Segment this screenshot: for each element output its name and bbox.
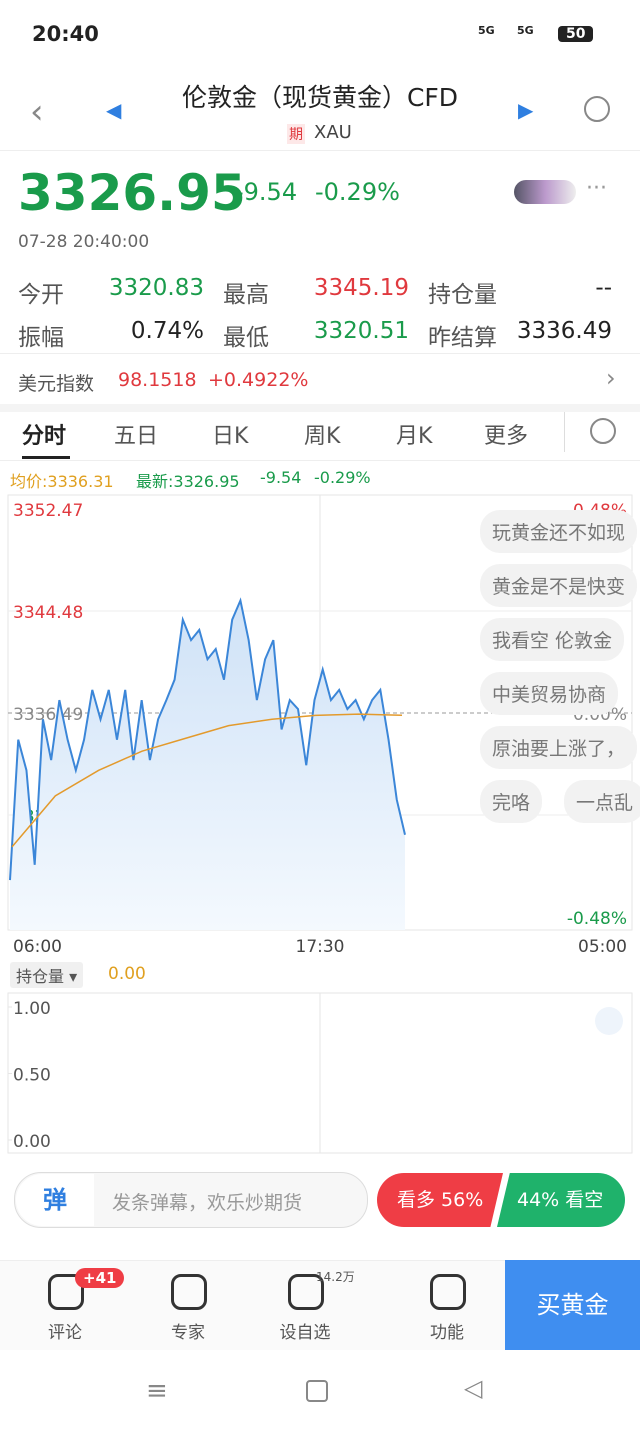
stat-label: 振幅 — [18, 325, 64, 351]
settings[interactable] — [590, 418, 616, 444]
back-key[interactable]: ◁ — [464, 1374, 483, 1402]
quote-time: 07-28 20:40:00 — [18, 232, 150, 252]
stat-value: 3336.49 — [516, 318, 612, 344]
legend-pct: -0.29% — [314, 468, 371, 487]
nav-label[interactable]: 评论 — [48, 1323, 82, 1343]
pct-label: -0.48% — [567, 909, 627, 929]
y-tick-label: 3344.48 — [13, 603, 83, 623]
stat-label: 最低 — [223, 325, 269, 351]
index-label: 美元指数 — [18, 373, 95, 395]
stat-value: 0.74% — [130, 318, 204, 344]
stat-label: 今开 — [18, 282, 64, 308]
nav-label[interactable]: 专家 — [171, 1323, 205, 1343]
stat-label: 持仓量 — [428, 282, 497, 308]
avg-line — [11, 713, 403, 848]
oi-chart: 1.00 0.50 0.00 — [7, 992, 633, 1154]
nav-badge: +41 — [75, 1268, 125, 1288]
price: 3326.95 — [18, 164, 246, 222]
prev[interactable]: ◀ — [106, 98, 122, 122]
stat-value: 3320.83 — [108, 275, 204, 301]
tab[interactable]: 五日 — [114, 424, 159, 449]
nav-icon[interactable] — [48, 1274, 84, 1310]
danmaku-bubble: 黄金是不是快变 — [480, 564, 638, 607]
system-bar — [0, 1350, 640, 1429]
x-tick-label: 17:30 — [296, 937, 345, 957]
y-tick-label: 0.50 — [13, 1066, 51, 1086]
danmaku-bubble: 我看空 伦敦金 — [480, 618, 625, 661]
divider — [0, 150, 640, 151]
x-tick-label: 06:00 — [13, 937, 62, 957]
x-tick-label: 05:00 — [578, 937, 627, 957]
next[interactable]: ▶ — [518, 98, 534, 122]
home-key[interactable] — [306, 1380, 328, 1402]
nav-icon[interactable] — [288, 1274, 324, 1310]
y-tick-label: 3336.49 — [13, 705, 83, 725]
tab[interactable]: 周K — [304, 424, 341, 449]
search[interactable] — [584, 96, 610, 122]
chevron[interactable]: › — [606, 364, 616, 392]
bull[interactable]: 看多 56% — [377, 1173, 503, 1227]
nav-label[interactable]: 功能 — [430, 1323, 464, 1343]
nav-label[interactable]: 设自选 — [279, 1323, 331, 1343]
divider — [564, 412, 565, 452]
index-change: +0.4922% — [208, 369, 309, 391]
avatars[interactable] — [514, 180, 576, 204]
oi-value: 0.00 — [108, 964, 146, 984]
tag: 期 — [287, 124, 305, 144]
nav-badge: 14.2万 — [316, 1270, 355, 1284]
stat-label: 最高 — [223, 282, 269, 308]
nav-icon[interactable] — [430, 1274, 466, 1310]
tab[interactable]: 分时 — [22, 424, 67, 449]
divider — [0, 404, 640, 412]
tab[interactable]: 日K — [212, 424, 249, 449]
placeholder: 发条弹幕，欢乐炒期货 — [112, 1192, 303, 1214]
title: 伦敦金（现货黄金）CFD — [181, 83, 459, 112]
clock: 20:40 — [32, 22, 99, 46]
buy-button[interactable]: 买黄金 — [505, 1260, 640, 1350]
change-pct: -0.29% — [315, 178, 400, 206]
more[interactable]: ··· — [586, 176, 607, 201]
avg-legend: 均价:3336.31 — [10, 472, 114, 491]
code: XAU — [314, 122, 352, 143]
danmaku-bubble: 玩黄金还不如现 — [480, 510, 638, 553]
price-chart: 3352.473344.483336.493328.503320.510.48%… — [7, 494, 633, 957]
y-tick-label: 1.00 — [13, 999, 51, 1019]
stat-value: 3320.51 — [313, 318, 409, 344]
divider — [0, 353, 640, 354]
menu-key[interactable]: ≡ — [146, 1376, 168, 1406]
battery: 50 — [558, 26, 594, 42]
legend-change: -9.54 — [260, 468, 302, 487]
divider — [0, 460, 640, 461]
tab[interactable]: 更多 — [484, 424, 529, 449]
stat-label: 昨结算 — [428, 325, 497, 351]
bear[interactable]: 44% 看空 — [497, 1173, 625, 1227]
y-tick-label: 0.00 — [13, 1132, 51, 1152]
change: -9.54 — [235, 178, 298, 206]
tab-indicator — [22, 456, 70, 459]
index-value: 98.1518 — [118, 369, 197, 391]
oi-label: 持仓量 — [16, 967, 65, 986]
net: 5G — [517, 24, 534, 37]
danmaku-bubble: 完咯 — [480, 780, 543, 823]
stat-value: 3345.19 — [313, 275, 409, 301]
danmaku-bubble: 原油要上涨了， — [480, 726, 638, 769]
y-tick-label: 3352.47 — [13, 501, 83, 521]
expand[interactable] — [595, 1007, 623, 1035]
net: 5G — [478, 24, 495, 37]
nav-icon[interactable] — [171, 1274, 207, 1310]
stat-value: -- — [595, 275, 612, 301]
tab[interactable]: 月K — [396, 424, 433, 449]
danmaku-bubble: 中美贸易协商 — [480, 672, 619, 715]
danmaku-icon[interactable]: 弹 — [16, 1174, 94, 1226]
oi-selector[interactable]: 持仓量 ▾ — [10, 962, 84, 988]
back[interactable]: ‹ — [30, 92, 44, 132]
danmaku-bubble: 一点乱 — [564, 780, 640, 823]
latest-legend: 最新:3326.95 — [136, 472, 240, 491]
price-area — [10, 600, 405, 930]
price-line — [9, 597, 406, 881]
